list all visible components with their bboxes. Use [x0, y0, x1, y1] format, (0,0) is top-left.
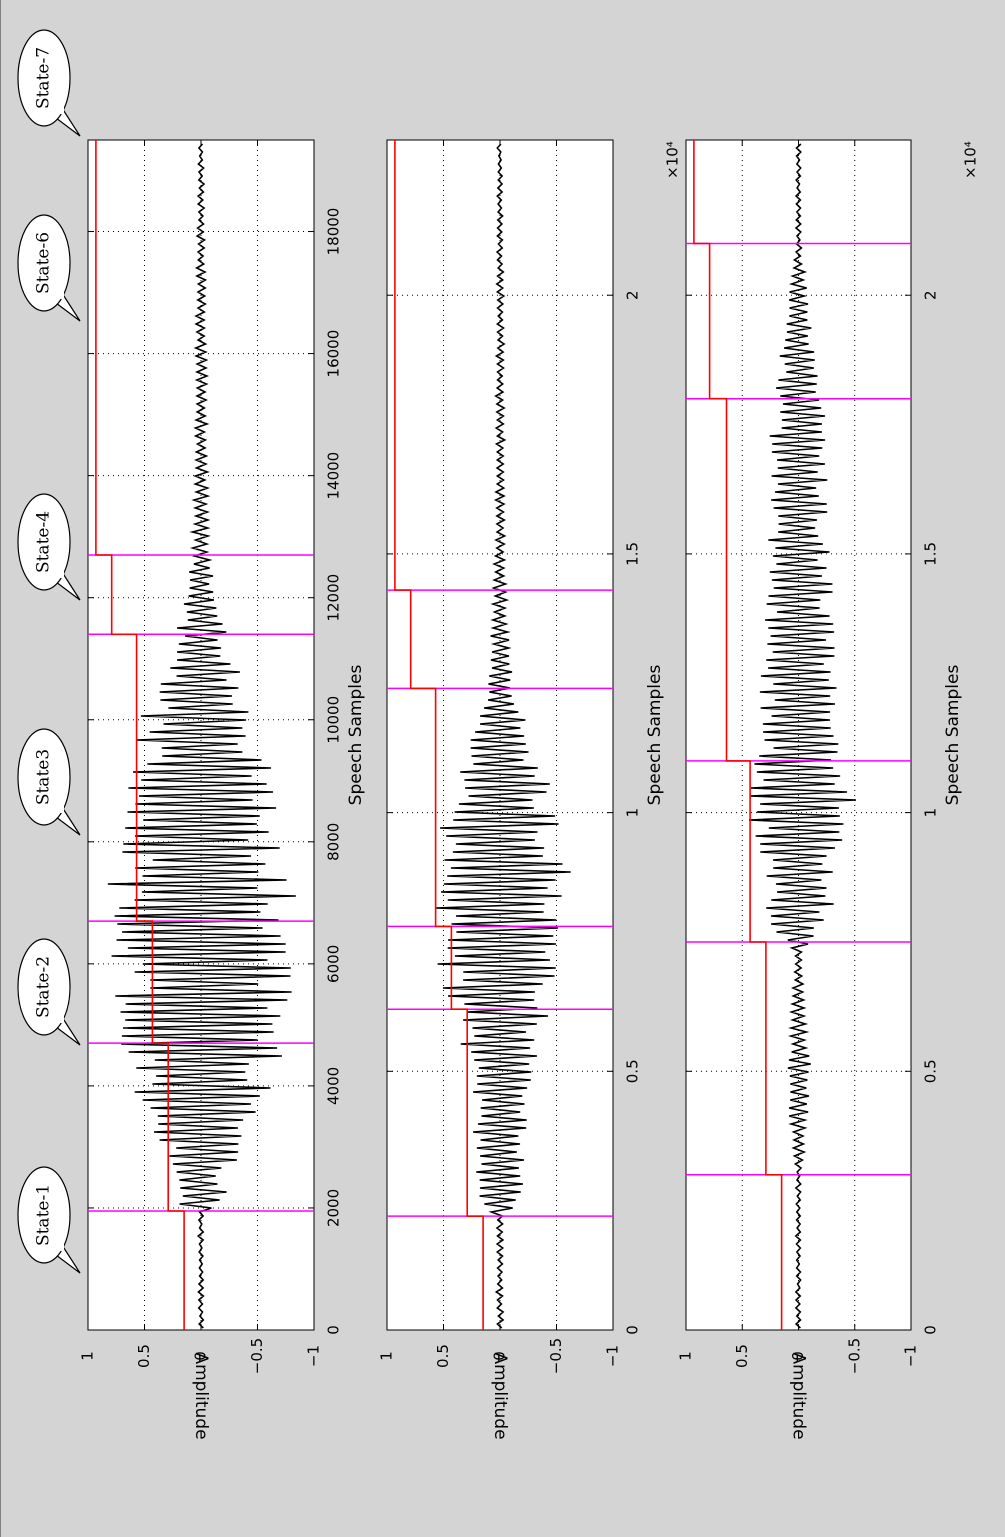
- x-tick-label: 2000: [325, 1189, 343, 1227]
- callout-bubble: [17, 29, 71, 127]
- x-multiplier-label: ×10⁴: [664, 141, 682, 179]
- y-tick-label: 0.5: [434, 1344, 452, 1368]
- callout-label: State-2: [34, 956, 54, 1018]
- x-tick-label: 0.5: [922, 1059, 940, 1083]
- callout-tail-mask: [46, 1241, 64, 1251]
- callout-6: State-7: [17, 29, 81, 137]
- callout-bubble: [17, 493, 71, 591]
- x-tick-label: 1.5: [624, 542, 642, 566]
- y-tick-label: −0.5: [248, 1338, 266, 1374]
- y-tick-label: 0.5: [135, 1344, 153, 1368]
- x-tick-label: 4000: [325, 1067, 343, 1105]
- x-axis-title: Speech Samples: [346, 665, 366, 806]
- x-tick-label: 1.5: [922, 542, 940, 566]
- y-tick-label: 1: [378, 1351, 396, 1361]
- callout-1: State-1: [17, 1166, 81, 1274]
- callout-label: State-4: [34, 511, 54, 573]
- x-tick-label: 12000: [325, 574, 343, 622]
- callout-bubble: [17, 938, 71, 1036]
- x-tick-label: 14000: [325, 452, 343, 500]
- state-level-line: [394, 140, 484, 1330]
- state-level-line: [693, 140, 783, 1330]
- y-tick-label: −0.5: [845, 1338, 863, 1374]
- callout-3: State3: [17, 728, 81, 836]
- y-tick-label: 1: [79, 1351, 97, 1361]
- y-axis-title: Amplitude: [191, 1352, 211, 1439]
- callout-2: State-2: [17, 938, 81, 1046]
- callout-label: State-6: [34, 232, 54, 294]
- callout-label: State-7: [34, 47, 54, 109]
- x-axis-title: Speech Samples: [645, 665, 665, 806]
- callout-5: State-6: [17, 214, 81, 322]
- y-tick-label: 0: [192, 1351, 210, 1361]
- callouts: State-1 State-2 State3 State-4 State-6 State-…: [17, 29, 81, 1274]
- y-tick-label: −1: [604, 1345, 622, 1367]
- callout-bubble: [17, 728, 71, 826]
- x-tick-label: 0: [624, 1325, 642, 1335]
- callout-tail-mask: [46, 803, 64, 813]
- waveform-line: [107, 143, 296, 1329]
- callout-4: State-4: [17, 493, 81, 601]
- callout-tail-mask: [46, 568, 64, 578]
- x-multiplier-label: ×10⁴: [962, 141, 980, 179]
- x-tick-label: 6000: [325, 945, 343, 983]
- callout-bubble: [17, 1166, 71, 1264]
- x-tick-label: 0: [922, 1325, 940, 1335]
- x-tick-label: 2: [922, 290, 940, 300]
- callout-label: State3: [34, 749, 54, 805]
- x-axis-title: Speech Samples: [943, 665, 963, 806]
- waveform-line: [748, 143, 857, 1329]
- x-tick-label: 18000: [325, 208, 343, 256]
- callout-tail-mask: [46, 104, 64, 114]
- x-tick-label: 16000: [325, 330, 343, 378]
- y-tick-label: −0.5: [547, 1338, 565, 1374]
- callout-bubble: [17, 214, 71, 312]
- y-tick-label: −1: [902, 1345, 920, 1367]
- x-tick-label: 1: [624, 808, 642, 818]
- panel-1: 0 2000 4000 6000 8000 10000 12000 14000 16000 180…: [79, 139, 366, 1440]
- x-tick-label: 10000: [325, 696, 343, 744]
- y-axis-title: Amplitude: [789, 1352, 809, 1439]
- y-tick-label: −1: [305, 1345, 323, 1367]
- waveform-line: [436, 143, 571, 1329]
- panel-3: 0 0.5 1 1.5 2 1 0.5 0 −0.5 −1 Speech Samples Amplit…: [677, 139, 980, 1440]
- y-axis-title: Amplitude: [490, 1352, 510, 1439]
- y-tick-label: 1: [677, 1351, 695, 1361]
- callout-tail-mask: [46, 289, 64, 299]
- x-tick-label: 1: [922, 808, 940, 818]
- panel-2: 0 0.5 1 1.5 2 1 0.5 0 −0.5 −1 Speech Samples Amplit…: [378, 139, 682, 1440]
- y-tick-label: 0: [789, 1351, 807, 1361]
- x-tick-label: 0.5: [624, 1059, 642, 1083]
- x-tick-label: 2: [624, 290, 642, 300]
- state-level-line: [95, 140, 185, 1330]
- y-tick-label: 0: [491, 1351, 509, 1361]
- x-tick-label: 8000: [325, 823, 343, 861]
- callout-tail-mask: [46, 1013, 64, 1023]
- callout-label: State-1: [34, 1184, 54, 1246]
- x-tick-label: 0: [325, 1325, 343, 1335]
- y-tick-label: 0.5: [733, 1344, 751, 1368]
